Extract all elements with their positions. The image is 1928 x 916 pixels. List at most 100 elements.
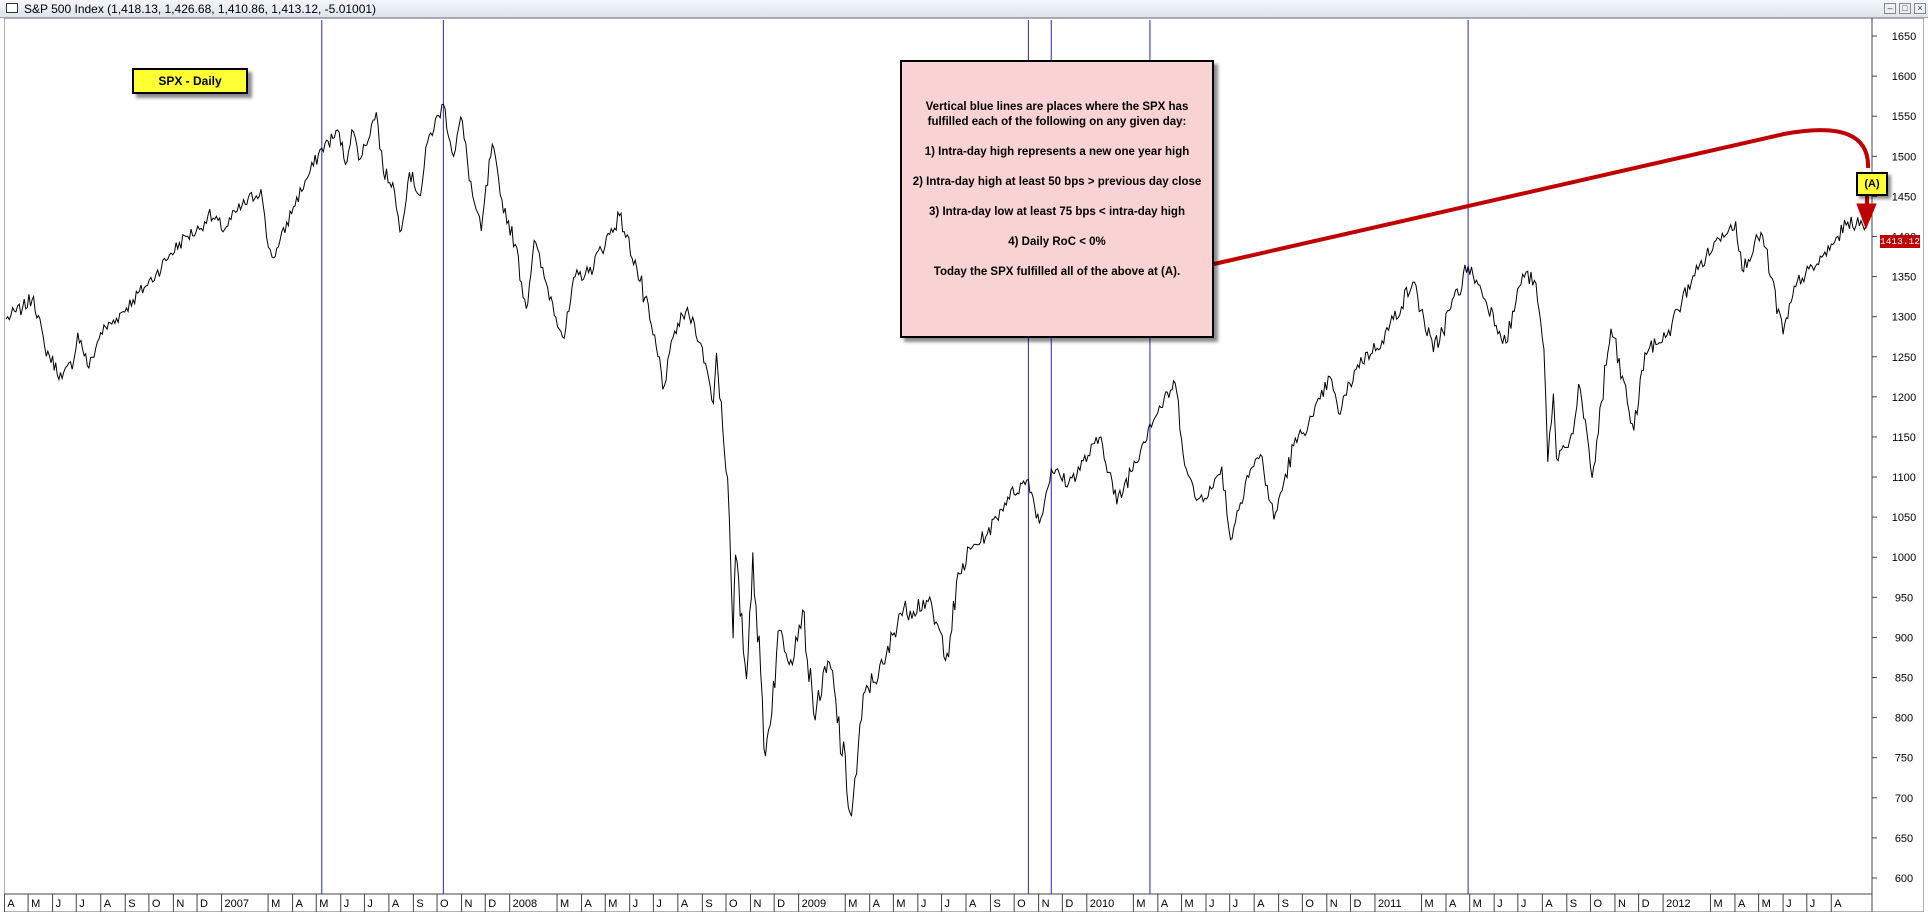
chart-area[interactable]: 600 650 700 750 800 850 900 950 1000 1050 1100 1150… [4, 18, 1924, 912]
x-tick-label: N [176, 898, 184, 910]
x-tick-label: J [367, 898, 373, 910]
x-tick-label: M [271, 898, 280, 910]
x-tick-label: A [873, 898, 881, 910]
x-tick-label: J [344, 898, 350, 910]
x-tick-label: A [104, 898, 112, 910]
y-tick-label: 750 [1895, 753, 1913, 765]
x-tick-label: D [488, 898, 496, 910]
x-tick-label: N [1330, 898, 1338, 910]
x-tick-label: J [945, 898, 951, 910]
x-tick-label: M [560, 898, 569, 910]
x-tick-label: M [1762, 898, 1771, 910]
x-tick-label: M [31, 898, 40, 910]
y-tick-label: 1600 [1892, 71, 1916, 83]
x-tick-label: A [1257, 898, 1265, 910]
x-tick-label: O [729, 898, 738, 910]
callout-arrow [1213, 128, 1871, 266]
x-tick-label: S [993, 898, 1000, 910]
x-tick-label: N [1042, 898, 1050, 910]
x-tick-label: A [296, 898, 304, 910]
x-tick-label: A [1449, 898, 1457, 910]
x-tick-label: A [392, 898, 400, 910]
window-titlebar[interactable]: S&P 500 Index (1,418.13, 1,426.68, 1,410… [0, 0, 1928, 18]
x-tick-label: 2009 [802, 898, 826, 910]
x-tick-label: N [1618, 898, 1626, 910]
axes: 600 650 700 750 800 850 900 950 1000 1050 1100 1150… [4, 18, 1916, 912]
y-tick-label: 600 [1895, 873, 1913, 885]
chart-label: SPX - Daily [132, 68, 248, 94]
minimize-icon[interactable]: – [1884, 3, 1896, 14]
y-tick-label: 700 [1895, 793, 1913, 805]
x-tick-label: A [1738, 898, 1746, 910]
y-tick-label: 650 [1895, 833, 1913, 845]
y-tick-label: 1550 [1892, 111, 1916, 123]
x-tick-label: S [128, 898, 135, 910]
x-tick-label: M [1185, 898, 1194, 910]
x-tick-label: J [1497, 898, 1503, 910]
x-tick-label: J [656, 898, 662, 910]
last-price-tag: 1413.12 [1880, 235, 1920, 248]
y-tick-label: 1100 [1892, 472, 1916, 484]
x-tick-label: N [465, 898, 473, 910]
x-tick-label: J [56, 898, 62, 910]
x-tick-label: D [1353, 898, 1361, 910]
x-tick-label: J [1233, 898, 1239, 910]
x-tick-label: M [1425, 898, 1434, 910]
x-tick-label: A [1161, 898, 1169, 910]
y-tick-label: 950 [1895, 592, 1913, 604]
x-tick-label: O [152, 898, 161, 910]
x-tick-label: 2010 [1090, 898, 1114, 910]
x-tick-label: J [1521, 898, 1527, 910]
x-tick-label: J [1810, 898, 1816, 910]
x-tick-label: J [921, 898, 927, 910]
x-tick-label: M [1473, 898, 1482, 910]
x-tick-label: D [1065, 898, 1073, 910]
y-tick-label: 850 [1895, 673, 1913, 685]
note-line: 3) Intra-day low at least 75 bps < intra… [929, 206, 1185, 218]
callout-a-label: (A) [1856, 172, 1888, 196]
close-icon[interactable]: × [1914, 3, 1926, 14]
criteria-note: Vertical blue lines are places where the… [900, 60, 1214, 338]
y-tick-label: 800 [1895, 713, 1913, 725]
x-tick-label: M [1136, 898, 1145, 910]
y-tick-label: 1050 [1892, 512, 1916, 524]
x-tick-label: J [633, 898, 639, 910]
y-tick-label: 1350 [1892, 272, 1916, 284]
x-tick-label: S [1570, 898, 1577, 910]
window-icon[interactable] [6, 3, 18, 13]
x-tick-label: M [1713, 898, 1722, 910]
note-line: 4) Daily RoC < 0% [1008, 236, 1106, 248]
y-tick-label: 1150 [1892, 432, 1916, 444]
x-tick-label: 2011 [1378, 898, 1402, 910]
x-tick-label: S [416, 898, 423, 910]
y-tick-label: 1450 [1892, 191, 1916, 203]
x-tick-label: A [681, 898, 689, 910]
price-line [5, 103, 1867, 817]
y-tick-label: 1200 [1892, 392, 1916, 404]
y-tick-label: 900 [1895, 632, 1913, 644]
y-tick-label: 1250 [1892, 352, 1916, 364]
x-tick-label: D [1642, 898, 1650, 910]
restore-icon[interactable]: □ [1899, 3, 1911, 14]
price-series [5, 103, 1867, 817]
y-tick-label: 1650 [1892, 31, 1916, 43]
x-tick-label: M [848, 898, 857, 910]
x-tick-label: A [585, 898, 593, 910]
note-line: Vertical blue lines are places where the… [925, 101, 1189, 128]
x-tick-label: D [777, 898, 785, 910]
x-tick-label: S [1282, 898, 1289, 910]
x-tick-label: A [969, 898, 977, 910]
x-tick-label: O [1593, 898, 1602, 910]
x-tick-label: J [79, 898, 85, 910]
x-tick-label: 2007 [225, 898, 249, 910]
x-tick-label: N [753, 898, 761, 910]
x-tick-label: O [1305, 898, 1314, 910]
x-tick-label: O [1017, 898, 1026, 910]
x-tick-label: O [440, 898, 449, 910]
note-line: 1) Intra-day high represents a new one y… [924, 146, 1190, 158]
y-tick-label: 1500 [1892, 151, 1916, 163]
x-tick-label: 2008 [513, 898, 537, 910]
y-tick-label: 1000 [1892, 552, 1916, 564]
note-line: 2) Intra-day high at least 50 bps > prev… [912, 176, 1202, 188]
x-tick-label: J [1209, 898, 1215, 910]
